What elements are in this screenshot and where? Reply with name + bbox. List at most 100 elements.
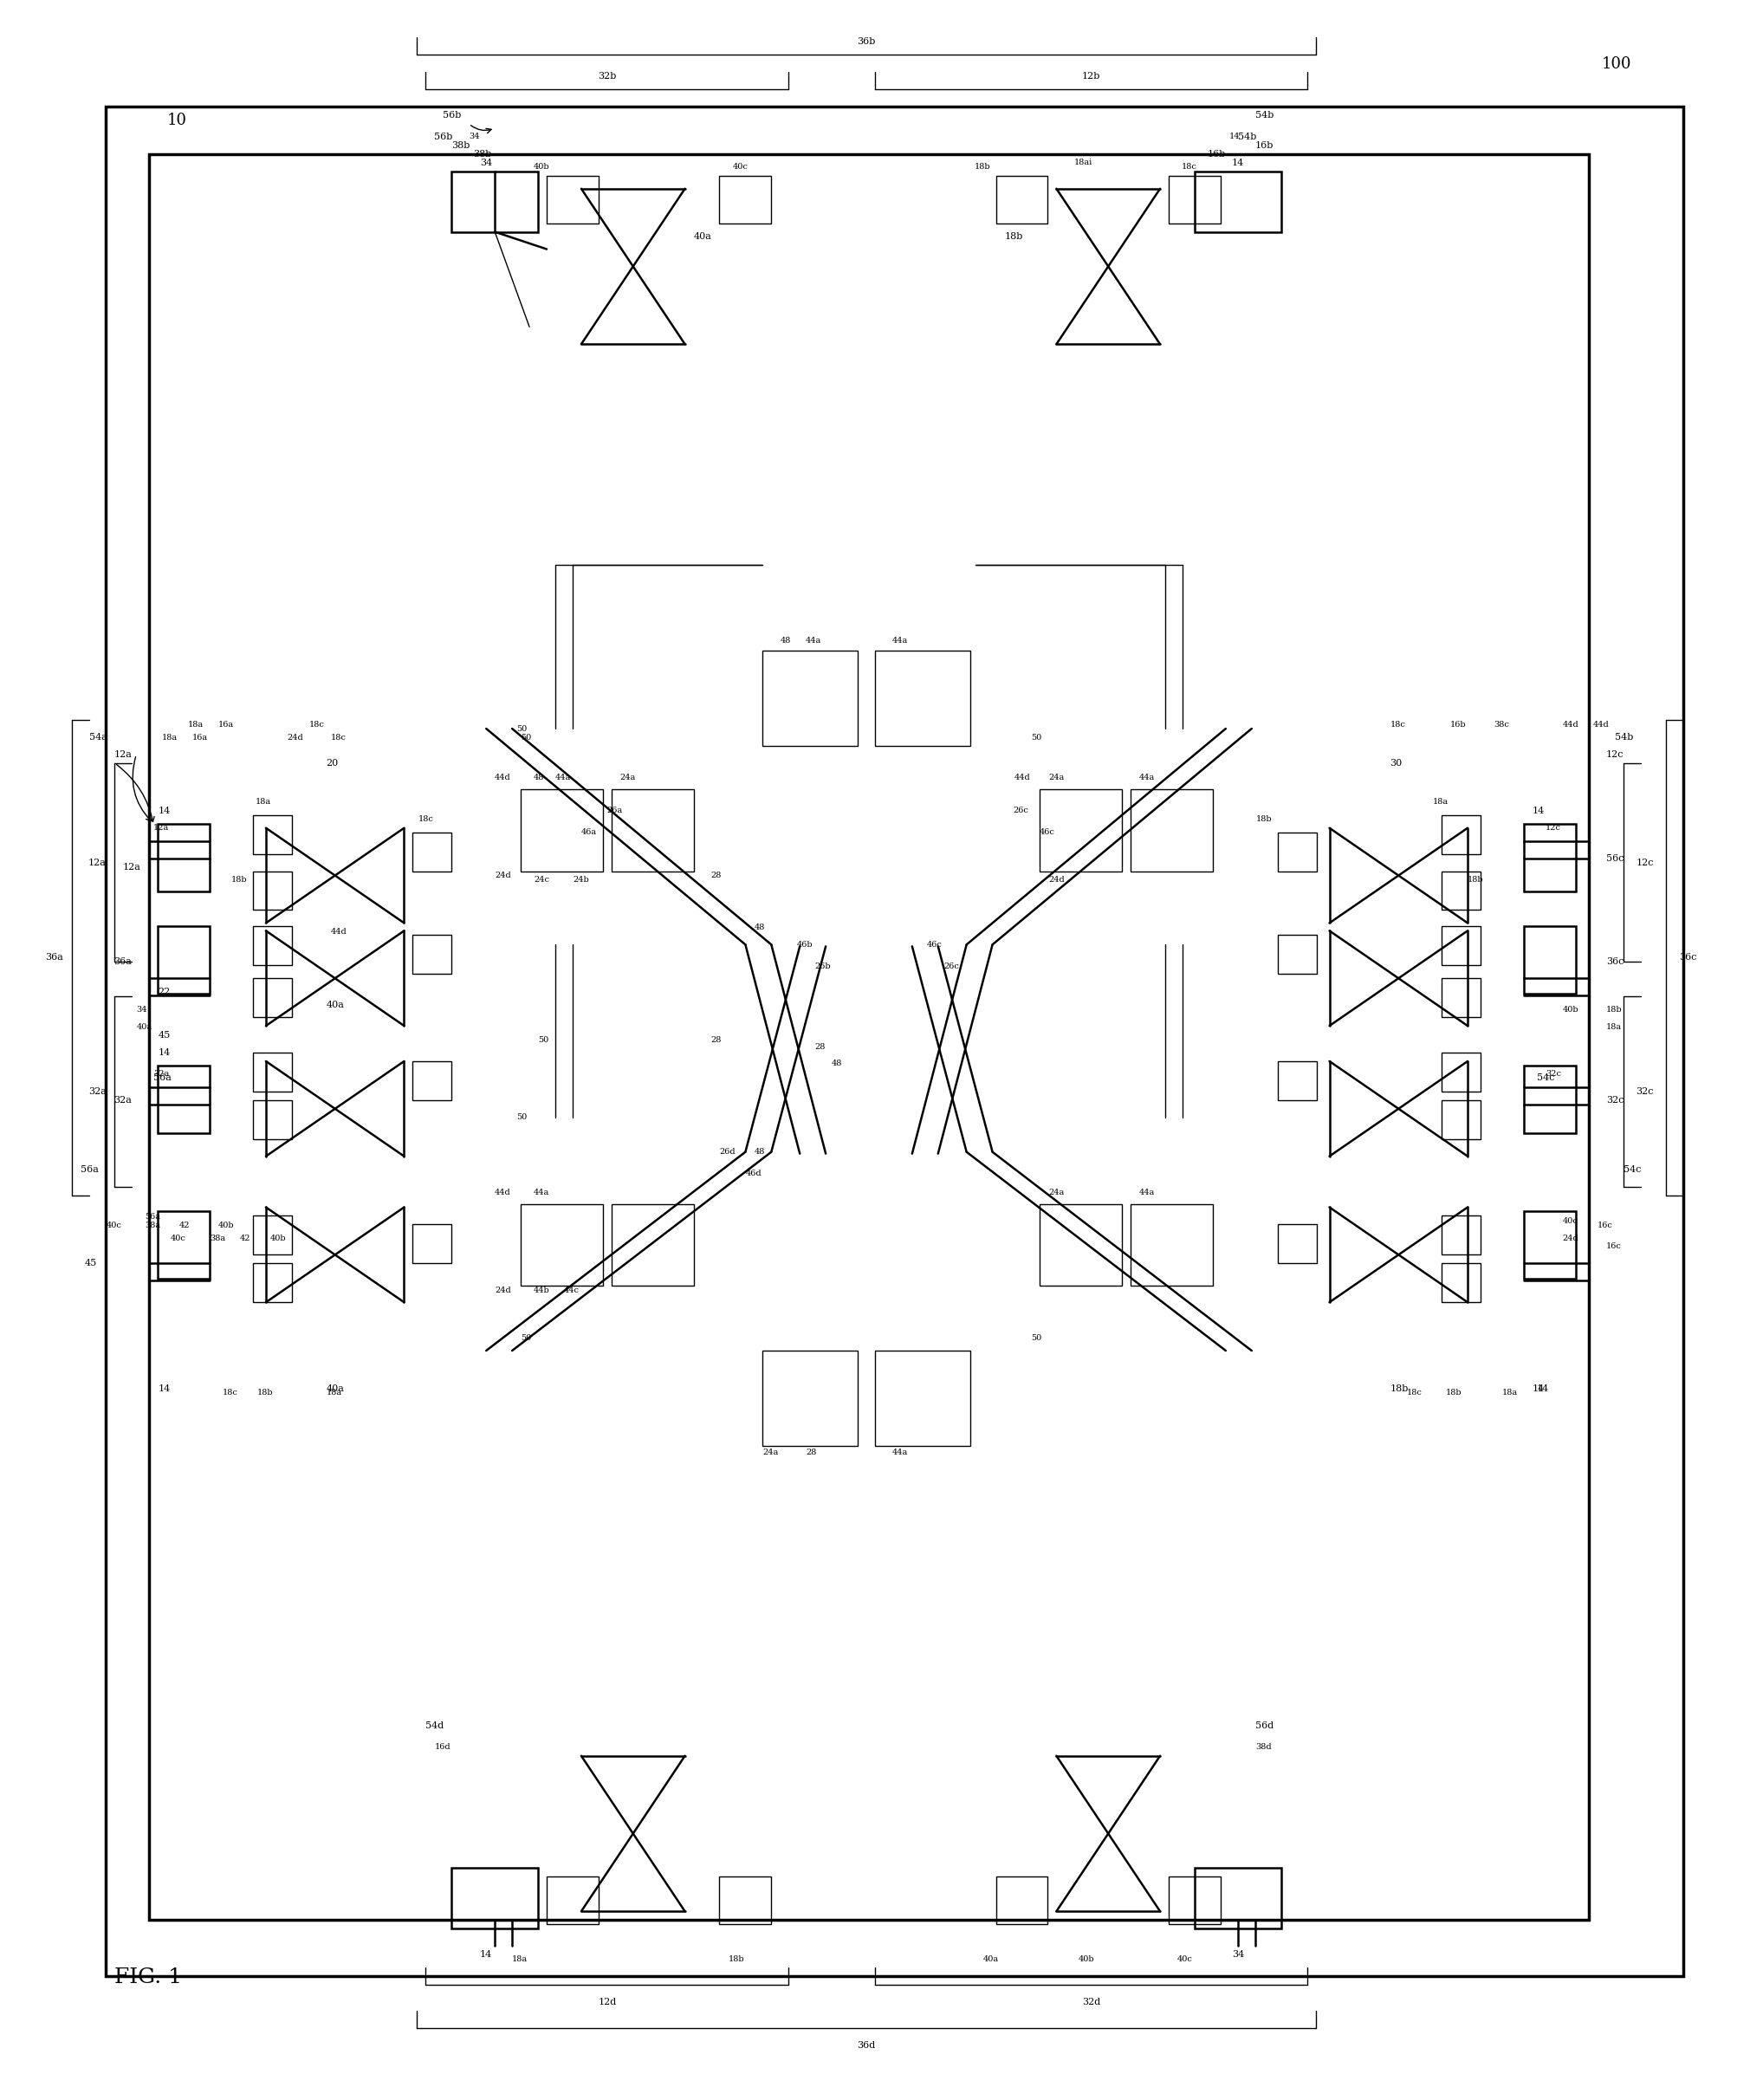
- Bar: [254, 815, 292, 855]
- Bar: [486, 1117, 736, 1350]
- Bar: [874, 1350, 969, 1445]
- Text: 14: 14: [158, 1384, 170, 1392]
- Bar: [158, 926, 210, 993]
- Text: 16b: 16b: [1450, 720, 1466, 729]
- Bar: [1169, 176, 1219, 223]
- Text: 56d: 56d: [1254, 1722, 1273, 1730]
- Text: 18c: 18c: [1181, 164, 1197, 170]
- Bar: [521, 790, 603, 871]
- Text: 40c: 40c: [106, 1222, 122, 1228]
- Text: 36a: 36a: [115, 958, 132, 966]
- Text: 14: 14: [1228, 132, 1240, 141]
- Bar: [995, 1877, 1047, 1924]
- Text: 34: 34: [479, 157, 492, 168]
- Text: 44a: 44a: [556, 775, 571, 781]
- Bar: [1172, 1126, 1579, 1376]
- Bar: [413, 934, 452, 974]
- Bar: [1442, 979, 1480, 1016]
- Text: 45: 45: [85, 1260, 97, 1268]
- Text: 18b: 18b: [1390, 1384, 1407, 1392]
- Text: 24c: 24c: [533, 876, 549, 884]
- Bar: [413, 1060, 452, 1100]
- Bar: [486, 729, 736, 962]
- Text: 16d: 16d: [434, 1743, 450, 1751]
- Text: 50: 50: [516, 1113, 526, 1121]
- Bar: [413, 1224, 452, 1264]
- Text: 16a: 16a: [193, 733, 208, 741]
- Text: 16c: 16c: [1596, 1222, 1612, 1228]
- Bar: [254, 871, 292, 909]
- Text: 18a: 18a: [255, 798, 271, 806]
- Bar: [153, 901, 559, 1098]
- Text: 24a: 24a: [620, 775, 636, 781]
- Text: 54b: 54b: [1254, 111, 1273, 120]
- Text: 24d: 24d: [495, 1287, 511, 1294]
- Text: 40b: 40b: [219, 1222, 234, 1228]
- Bar: [1193, 172, 1280, 231]
- Text: 40b: 40b: [269, 1235, 287, 1243]
- Text: 24d: 24d: [495, 871, 511, 880]
- Text: 32a: 32a: [153, 1071, 168, 1077]
- Text: 56a: 56a: [80, 1166, 99, 1174]
- Text: 18a: 18a: [512, 1955, 528, 1964]
- Bar: [1131, 1203, 1212, 1285]
- Text: 12a: 12a: [115, 750, 132, 758]
- Text: 26b: 26b: [815, 962, 830, 970]
- Text: 44a: 44a: [533, 1189, 549, 1197]
- Bar: [997, 1117, 1247, 1350]
- Bar: [254, 1264, 292, 1302]
- Text: 54c: 54c: [1536, 1073, 1553, 1082]
- Text: 32a: 32a: [115, 1096, 132, 1105]
- Text: 56a: 56a: [153, 1073, 172, 1082]
- Bar: [943, 153, 1306, 397]
- Bar: [1039, 790, 1122, 871]
- Text: 16b: 16b: [1254, 141, 1273, 149]
- Text: 45: 45: [158, 1031, 170, 1040]
- Text: 38b: 38b: [472, 149, 492, 157]
- Text: 54a: 54a: [89, 733, 108, 741]
- Text: 50: 50: [1030, 1334, 1042, 1342]
- Bar: [254, 926, 292, 966]
- Bar: [153, 995, 559, 1195]
- Text: 32b: 32b: [598, 71, 617, 80]
- Text: 42: 42: [240, 1235, 250, 1243]
- Text: 44d: 44d: [1014, 775, 1030, 781]
- Text: 18a: 18a: [1501, 1388, 1516, 1396]
- Text: 18a: 18a: [188, 720, 203, 729]
- Text: 18b: 18b: [1605, 1006, 1621, 1014]
- Bar: [153, 1126, 559, 1376]
- Bar: [1039, 1203, 1122, 1285]
- Text: 40a: 40a: [983, 1955, 999, 1964]
- Text: 44a: 44a: [806, 636, 822, 645]
- Text: 24d: 24d: [1562, 1235, 1579, 1243]
- Text: 40b: 40b: [1077, 1955, 1094, 1964]
- Text: 18c: 18c: [1390, 720, 1405, 729]
- Bar: [153, 720, 559, 970]
- Text: 32c: 32c: [1544, 1071, 1560, 1077]
- Text: 12c: 12c: [1544, 823, 1560, 832]
- Text: FIG. 1: FIG. 1: [115, 1968, 182, 1987]
- Text: 40c: 40c: [1562, 1218, 1577, 1224]
- Bar: [1193, 1869, 1280, 1928]
- Text: 40a: 40a: [693, 231, 710, 242]
- Bar: [1442, 1264, 1480, 1302]
- Bar: [254, 1100, 292, 1138]
- Text: 40c: 40c: [170, 1235, 186, 1243]
- Text: 44a: 44a: [1139, 775, 1155, 781]
- Text: 32c: 32c: [1605, 1096, 1622, 1105]
- Text: 26a: 26a: [606, 806, 622, 815]
- Text: 18c: 18c: [419, 815, 433, 823]
- Text: 14: 14: [1536, 1384, 1548, 1392]
- Text: 36d: 36d: [856, 2041, 875, 2050]
- Text: 24b: 24b: [571, 876, 589, 884]
- Bar: [1523, 823, 1575, 890]
- Text: 36b: 36b: [856, 38, 875, 46]
- Text: 14: 14: [1232, 157, 1244, 168]
- Text: 16a: 16a: [219, 720, 234, 729]
- Text: 40c: 40c: [1176, 1955, 1192, 1964]
- Text: 18a: 18a: [1433, 798, 1449, 806]
- Text: 22: 22: [158, 987, 170, 995]
- Bar: [158, 1212, 210, 1279]
- Text: 12a: 12a: [153, 823, 168, 832]
- Text: 56a: 56a: [144, 1214, 160, 1220]
